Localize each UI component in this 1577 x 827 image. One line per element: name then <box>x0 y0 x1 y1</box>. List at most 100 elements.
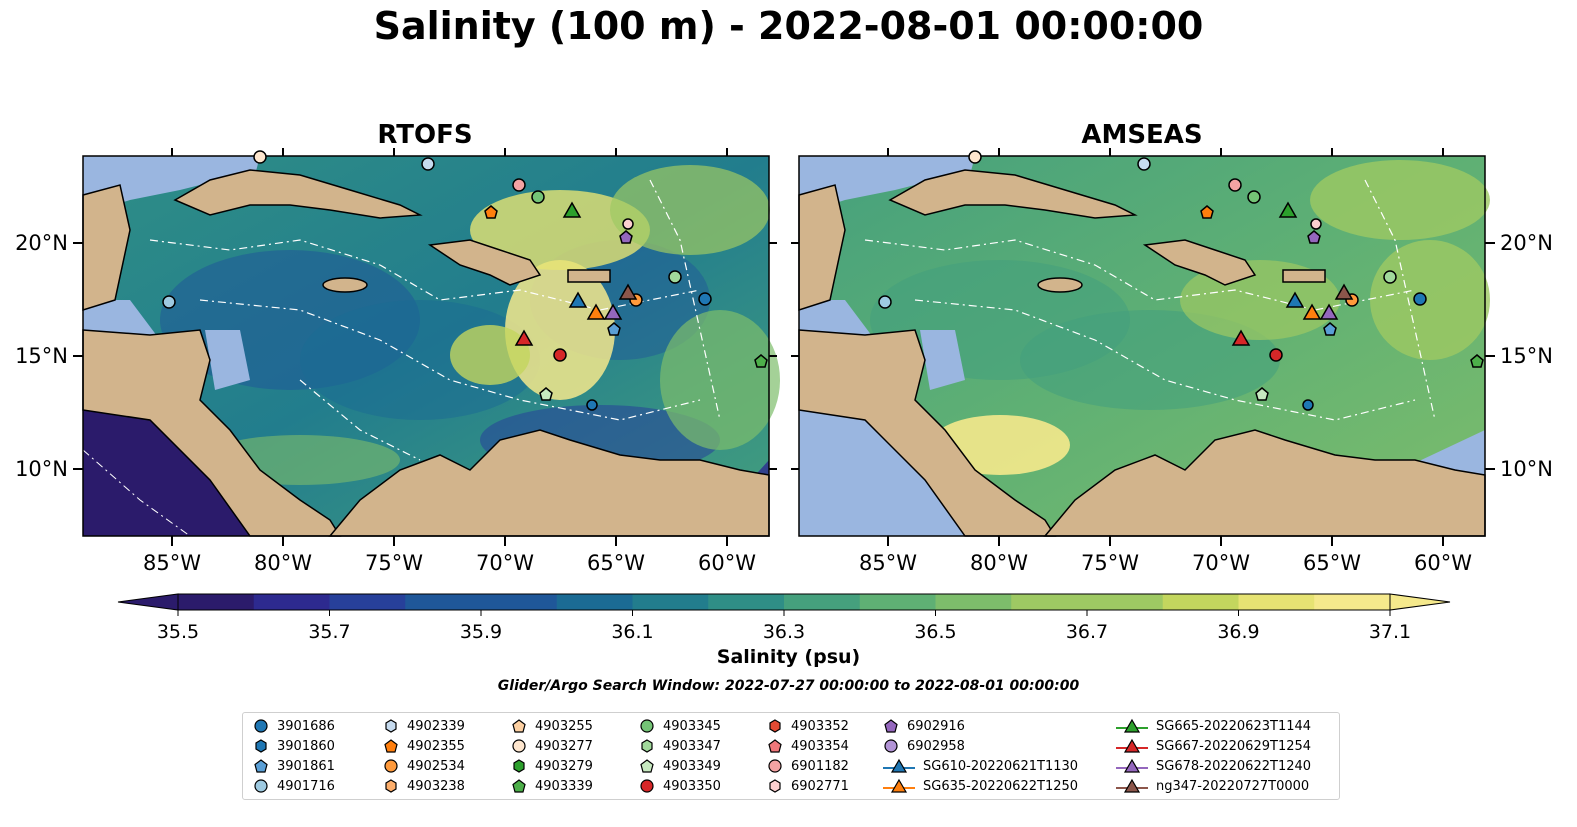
legend-item-label: 4903345 <box>663 718 721 734</box>
colorbar-cell <box>859 594 936 610</box>
colorbar-cell <box>481 594 558 610</box>
legend-item-label: SG610-20220621T1130 <box>923 758 1079 774</box>
legend-item: 4903238 <box>383 777 465 795</box>
colorbar-cell <box>556 594 633 610</box>
legend-item-label: 6901182 <box>791 758 849 774</box>
legend-item-label: 4903339 <box>535 778 593 794</box>
legend-marker-icon <box>384 759 398 773</box>
xtick-label: 85°W <box>143 551 201 575</box>
marker-sg678 <box>603 303 623 320</box>
ytick-label: 15°N <box>1500 344 1553 368</box>
legend-item: 4903255 <box>511 717 593 735</box>
legend-item-label: 4902355 <box>407 738 465 754</box>
legend-item: 6902771 <box>767 777 849 795</box>
colorbar-cell <box>1087 594 1164 610</box>
legend-item-label: 4903347 <box>663 738 721 754</box>
ytick-label: 10°N <box>15 457 68 481</box>
legend-marker-icon <box>254 779 268 793</box>
legend-item: 4903350 <box>639 777 721 795</box>
legend-marker-icon <box>1116 718 1148 733</box>
legend-item: 4903279 <box>511 757 593 775</box>
marker-6902916 <box>619 230 633 244</box>
legend-marker-icon <box>768 739 782 753</box>
legend-marker-icon <box>768 759 782 773</box>
xtick-label: 65°W <box>587 551 645 575</box>
ytick-label: 20°N <box>1500 231 1553 255</box>
legend-item-label: 3901686 <box>277 718 335 734</box>
legend-marker-icon <box>883 778 915 793</box>
legend-item: 4903347 <box>639 737 721 755</box>
colorbar-cell <box>935 594 1012 610</box>
marker-3901860 <box>586 399 598 411</box>
colorbar-title: Salinity (psu) <box>716 646 861 668</box>
legend-item-label: SG635-20220622T1250 <box>923 778 1079 794</box>
legend-marker-icon <box>884 719 898 733</box>
legend-marker-icon <box>254 759 268 773</box>
legend-item-label: SG667-20220629T1254 <box>1156 738 1312 754</box>
legend-item: SG678-20220622T1240 <box>1116 757 1311 775</box>
xtick-label: 85°W <box>859 551 917 575</box>
panel-title-rtofs: RTOFS <box>377 120 473 150</box>
legend-item: 4903349 <box>639 757 721 775</box>
legend-item: 4903354 <box>767 737 849 755</box>
legend-item: 4902534 <box>383 757 465 775</box>
legend-marker-icon <box>385 719 397 733</box>
legend-item-label: 4903279 <box>535 758 593 774</box>
legend-item-label: 6902916 <box>907 718 965 734</box>
marker-3901686 <box>698 292 712 306</box>
marker-4902355 <box>484 205 498 219</box>
legend-item-label: 6902958 <box>907 738 965 754</box>
panel-title-amseas: AMSEAS <box>1081 120 1203 150</box>
colorbar-cell <box>708 594 785 610</box>
marker-4903350 <box>553 348 567 362</box>
legend-item: 4902339 <box>383 717 465 735</box>
legend-marker-icon <box>641 739 653 753</box>
cbar-tick-label: 36.1 <box>611 621 653 643</box>
marker-4903345 <box>531 190 545 204</box>
colorbar-cell <box>329 594 406 610</box>
cbar-tick-label: 35.7 <box>308 621 350 643</box>
colorbar-cell <box>178 594 255 610</box>
legend-item: 4903277 <box>511 737 593 755</box>
legend-marker-icon <box>384 739 398 753</box>
legend-item: SG667-20220629T1254 <box>1116 737 1311 755</box>
cbar-tick-label: 36.3 <box>763 621 805 643</box>
legend-item-label: 4903255 <box>535 718 593 734</box>
ytick-label: 20°N <box>15 231 68 255</box>
cbar-tick-label: 36.9 <box>1217 621 1259 643</box>
marker-sg667 <box>514 329 534 346</box>
legend-item: 6901182 <box>767 757 849 775</box>
legend-item: SG610-20220621T1130 <box>883 757 1078 775</box>
legend-marker-icon <box>883 758 915 773</box>
cbar-tick-label: 35.5 <box>157 621 199 643</box>
colorbar-cell <box>405 594 482 610</box>
search-window-text: Glider/Argo Search Window: 2022-07-27 00… <box>497 678 1080 694</box>
marker-4903349 <box>539 387 553 401</box>
xtick-label: 70°W <box>476 551 534 575</box>
marker-4903347 <box>668 270 682 284</box>
colorbar-cell <box>1314 594 1391 610</box>
colorbar-tick-labels: 35.5 35.7 35.9 36.1 36.3 36.5 36.7 36.9 … <box>157 621 1411 643</box>
legend-item: 6902958 <box>883 737 965 755</box>
legend-item-label: 4903277 <box>535 738 593 754</box>
legend-item-label: 4903349 <box>663 758 721 774</box>
legend-item: 4903345 <box>639 717 721 735</box>
legend-marker-icon <box>512 779 526 793</box>
x-tick-labels: 85°W 80°W 75°W 70°W 65°W 60°W 85°W 80°W … <box>143 551 1472 575</box>
marker-4901716 <box>162 295 176 309</box>
cbar-tick-label: 35.9 <box>460 621 502 643</box>
colorbar-cell <box>784 594 861 610</box>
ytick-label: 15°N <box>15 344 68 368</box>
colorbar <box>117 593 1451 616</box>
legend-item-label: SG665-20220623T1144 <box>1156 718 1312 734</box>
legend-item-label: 4903238 <box>407 778 465 794</box>
legend-item: 4903339 <box>511 777 593 795</box>
colorbar-cell <box>1238 594 1315 610</box>
ytick-label: 10°N <box>1500 457 1553 481</box>
legend-item: 4901716 <box>253 777 335 795</box>
marker-sg635 <box>586 303 606 320</box>
legend-item-label: 4902534 <box>407 758 465 774</box>
legend-marker-icon <box>512 739 526 753</box>
xtick-label: 75°W <box>365 551 423 575</box>
